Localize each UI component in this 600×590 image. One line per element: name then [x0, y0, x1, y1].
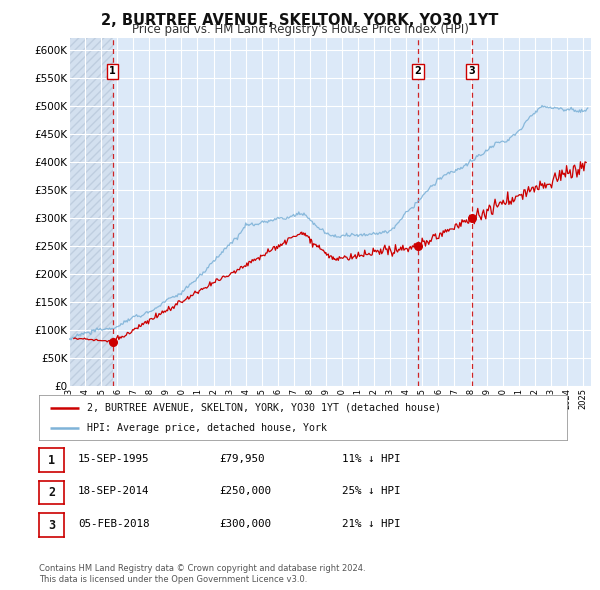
Text: 2: 2 — [415, 67, 421, 77]
Text: Contains HM Land Registry data © Crown copyright and database right 2024.: Contains HM Land Registry data © Crown c… — [39, 565, 365, 573]
Text: 18-SEP-2014: 18-SEP-2014 — [78, 487, 149, 496]
Text: This data is licensed under the Open Government Licence v3.0.: This data is licensed under the Open Gov… — [39, 575, 307, 584]
Text: 2, BURTREE AVENUE, SKELTON, YORK, YO30 1YT: 2, BURTREE AVENUE, SKELTON, YORK, YO30 1… — [101, 13, 499, 28]
Text: 11% ↓ HPI: 11% ↓ HPI — [342, 454, 401, 464]
Text: 1: 1 — [109, 67, 116, 77]
Text: 2: 2 — [48, 486, 55, 499]
Text: £250,000: £250,000 — [219, 487, 271, 496]
Text: 15-SEP-1995: 15-SEP-1995 — [78, 454, 149, 464]
Text: 21% ↓ HPI: 21% ↓ HPI — [342, 519, 401, 529]
Text: Price paid vs. HM Land Registry's House Price Index (HPI): Price paid vs. HM Land Registry's House … — [131, 23, 469, 36]
Text: 3: 3 — [48, 519, 55, 532]
Text: 1: 1 — [48, 454, 55, 467]
Text: 05-FEB-2018: 05-FEB-2018 — [78, 519, 149, 529]
Text: HPI: Average price, detached house, York: HPI: Average price, detached house, York — [86, 423, 326, 433]
Text: 25% ↓ HPI: 25% ↓ HPI — [342, 487, 401, 496]
Text: £300,000: £300,000 — [219, 519, 271, 529]
Text: 2, BURTREE AVENUE, SKELTON, YORK, YO30 1YT (detached house): 2, BURTREE AVENUE, SKELTON, YORK, YO30 1… — [86, 403, 440, 412]
Text: £79,950: £79,950 — [219, 454, 265, 464]
Text: 3: 3 — [469, 67, 475, 77]
